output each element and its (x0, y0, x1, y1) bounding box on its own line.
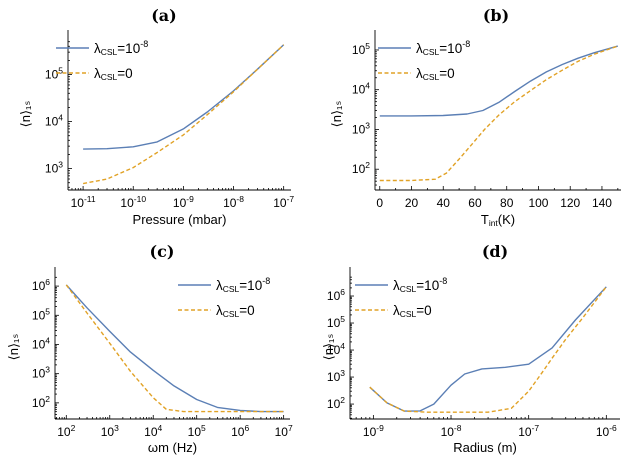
y-tick-label: 102 (32, 394, 50, 410)
y-tick-label: 103 (352, 120, 370, 136)
x-tick-label: 10-8 (223, 194, 244, 210)
legend-label: λCSL=10-8 (416, 39, 470, 57)
panel-title: (a) (151, 6, 177, 25)
y-tick-label: 102 (352, 160, 370, 176)
x-tick-label: 10-9 (363, 423, 384, 439)
series-line-lambda-1e-8 (369, 286, 607, 412)
x-tick-label: 80 (500, 196, 514, 210)
series-line-lambda-zero (82, 44, 285, 185)
y-tick-label: 105 (32, 306, 50, 322)
x-tick-label: 140 (592, 196, 612, 210)
x-axis-label: Pressure (mbar) (133, 212, 227, 227)
y-tick-label: 106 (327, 287, 345, 303)
x-tick-label: 10-9 (173, 194, 194, 210)
y-tick-label: 103 (32, 365, 50, 381)
legend-label: λCSL=0 (416, 66, 455, 82)
x-tick-label: 120 (560, 196, 580, 210)
y-tick-label: 105 (327, 314, 345, 330)
panel-a: (a) 10-11 10-10 10-9 10-8 10-7 103 104 105 Pressu… (18, 6, 294, 227)
x-tick-label: 10-10 (120, 194, 146, 210)
panel-b: (b) 0 20 40 60 80 100 120 140 102 103 104 105 Tint(K)… (329, 6, 621, 228)
x-tick-label: 105 (188, 423, 206, 439)
x-axis-label: Tint(K) (481, 212, 515, 228)
x-axis-label: Radius (m) (453, 440, 517, 455)
series-line-lambda-zero (65, 284, 284, 413)
x-tick-label: 10-6 (596, 423, 617, 439)
x-tick-label: 106 (231, 423, 249, 439)
y-tick-label: 105 (352, 41, 370, 57)
series-line-lambda-1e-8 (83, 44, 285, 150)
x-tick-label: 102 (57, 423, 75, 439)
panel-title: (b) (483, 6, 509, 25)
y-tick-label: 104 (327, 341, 345, 357)
x-tick-label: 107 (275, 423, 293, 439)
y-axis-label: ⟨n⟩₁ₛ (6, 334, 21, 361)
y-tick-label: 104 (352, 81, 370, 97)
legend-label: λCSL=10-8 (94, 39, 148, 57)
y-tick-label: 104 (45, 113, 63, 129)
x-tick-label: 20 (405, 196, 419, 210)
x-tick-label: 0 (376, 196, 383, 210)
y-axis-label: ⟨n⟩₁ₛ (329, 101, 344, 128)
x-tick-label: 10-8 (441, 423, 462, 439)
panel-title: (d) (482, 242, 508, 261)
legend-label: λCSL=0 (94, 66, 133, 82)
y-tick-label: 102 (327, 395, 345, 411)
y-axis-label: ⟨n⟩₁ₛ (321, 334, 336, 361)
x-tick-label: 60 (468, 196, 482, 210)
x-tick-label: 10-7 (273, 194, 294, 210)
x-axis-label: ωm (Hz) (148, 440, 197, 455)
legend-label: λCSL=10-8 (393, 276, 447, 294)
y-tick-label: 103 (327, 368, 345, 384)
legend-label: λCSL=0 (393, 303, 432, 319)
x-tick-label: 100 (528, 196, 548, 210)
y-tick-label: 106 (32, 277, 50, 293)
x-tick-label: 10-7 (518, 423, 539, 439)
y-axis-label: ⟨n⟩₁ₛ (18, 101, 33, 128)
series-line-lambda-1e-8 (65, 284, 284, 413)
x-tick-label: 103 (101, 423, 119, 439)
legend-label: λCSL=0 (216, 303, 255, 319)
series-line-lambda-zero (379, 45, 619, 182)
panel-c: (c) 102 103 104 105 106 107 102 103 104 105 106 ωm (… (6, 242, 293, 455)
panel-title: (c) (150, 242, 175, 261)
x-tick-label: 40 (437, 196, 451, 210)
series-line-lambda-1e-8 (379, 45, 618, 117)
y-tick-label: 103 (45, 160, 63, 176)
x-tick-label: 104 (144, 423, 162, 439)
panel-d: (d) 10-9 10-8 10-7 10-6 102 103 104 105 106 Radius… (321, 242, 620, 455)
series-line-lambda-zero (369, 286, 607, 413)
legend-label: λCSL=10-8 (216, 276, 270, 294)
x-tick-label: 10-11 (71, 194, 96, 210)
y-tick-label: 104 (32, 335, 50, 351)
y-tick-label: 105 (45, 66, 63, 82)
